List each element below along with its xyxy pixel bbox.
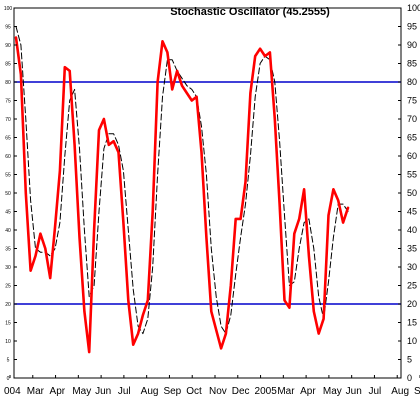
y-tick-label-right: 70 [407, 114, 417, 124]
x-tick-label: Nov [209, 386, 227, 397]
y-tick-label-left: 55 [5, 173, 11, 179]
x-axis: 004 Mar Apr May Jun Jul Aug Sep Oct Nov Dec 2005 Mar… [4, 375, 420, 397]
y-tick-label-right: 75 [407, 96, 417, 106]
y-tick-label-right: 45 [407, 207, 417, 217]
y-tick-label-left: 15 [5, 321, 11, 327]
y-tick-label-right: 85 [407, 59, 417, 69]
y-tick-label-left: 30 [5, 265, 11, 271]
y-tick-label-right: 20 [407, 299, 417, 309]
x-tick-label: Jun [95, 386, 111, 397]
chart-title: Stochastic Oscillator (45.2555) [170, 6, 330, 18]
y-tick-label-right: 15 [407, 318, 417, 328]
y-tick-label-right: 30 [407, 262, 417, 272]
y-tick-label-right: 60 [407, 151, 417, 161]
x-tick-label: Apr [50, 386, 66, 397]
y-tick-label-left: 10 [5, 339, 11, 345]
y-tick-label-left: 35 [5, 247, 11, 253]
y-axis-right: 0 5 10 15 20 25 30 35 40 45 50 55 60 65 70 75 80 85 90 95 10… [398, 3, 420, 383]
y-tick-label-right: 35 [407, 244, 417, 254]
y-tick-label-right: 95 [407, 22, 417, 32]
series-group [14, 26, 350, 354]
y-tick-label-left: 90 [5, 43, 11, 49]
x-tick-label: Jul [368, 386, 381, 397]
reference-lines [14, 81, 401, 305]
y-tick-label-left: 45 [5, 210, 11, 216]
y-tick-label-right: 65 [407, 133, 417, 143]
x-tick-label: Mar [277, 386, 295, 397]
x-tick-label: 2005 [255, 386, 278, 397]
oscillator-line [14, 36, 350, 354]
y-tick-label-left: 95 [5, 25, 11, 31]
y-tick-label-right: 80 [407, 77, 417, 87]
y-tick-label-left: 80 [5, 80, 11, 86]
x-tick-label: Sep [414, 386, 420, 397]
y-tick-label-left: 100 [4, 6, 13, 12]
x-tick-label: Apr [300, 386, 316, 397]
y-axis-left: 0 5 10 15 20 25 30 35 40 45 50 55 60 65 70 75 80 85 90 95 10… [4, 6, 17, 382]
y-tick-label-right: 5 [407, 355, 412, 365]
x-tick-label: May [72, 386, 91, 397]
y-tick-label-right: 50 [407, 188, 417, 198]
x-tick-label: Dec [232, 386, 250, 397]
y-tick-label-right: 0 [407, 373, 412, 383]
x-tick-label: Oct [186, 386, 202, 397]
y-tick-label-left: 50 [5, 191, 11, 197]
y-tick-label-right: 10 [407, 336, 417, 346]
y-tick-label-left: 60 [5, 154, 11, 160]
y-tick-label-left: 85 [5, 62, 11, 68]
x-tick-label: Mar [27, 386, 45, 397]
y-tick-label-left: 5 [7, 358, 10, 364]
y-tick-label-left: 40 [5, 228, 11, 234]
y-tick-label-right: 55 [407, 170, 417, 180]
x-tick-label: May [323, 386, 342, 397]
y-tick-label-left: 25 [5, 284, 11, 290]
x-tick-label: Aug [391, 386, 409, 397]
y-tick-label-left: 0 [7, 376, 10, 382]
y-tick-label-left: 75 [5, 99, 11, 105]
y-tick-label-left: 70 [5, 117, 11, 123]
y-tick-label-left: 65 [5, 136, 11, 142]
x-tick-label: Sep [163, 386, 181, 397]
x-tick-label: Jun [346, 386, 362, 397]
y-tick-label-right: 25 [407, 281, 417, 291]
y-tick-label-right: 100 [407, 3, 420, 13]
x-tick-label: 004 [4, 386, 21, 397]
y-tick-label-right: 90 [407, 40, 417, 50]
y-tick-label-left: 20 [5, 302, 11, 308]
y-tick-label-right: 40 [407, 225, 417, 235]
x-tick-label: Jul [118, 386, 131, 397]
x-tick-label: Aug [141, 386, 159, 397]
